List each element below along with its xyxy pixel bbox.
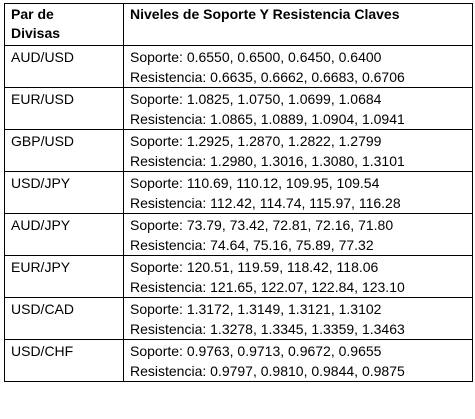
pair-cell: USD/JPY [4, 171, 124, 214]
resistance-levels: Resistencia: 1.0865, 1.0889, 1.0904, 1.0… [130, 110, 405, 127]
header-currency-pair: Par de Divisas [4, 3, 124, 46]
support-levels: Soporte: 1.0825, 1.0750, 1.0699, 1.0684 [130, 91, 382, 107]
resistance-levels: Resistencia: 1.3278, 1.3345, 1.3359, 1.3… [130, 320, 405, 337]
header-pair-line1: Par de [11, 6, 54, 22]
levels-cell: Soporte: 1.0825, 1.0750, 1.0699, 1.0684 … [123, 87, 473, 130]
resistance-levels: Resistencia: 0.9797, 0.9810, 0.9844, 0.9… [130, 362, 405, 379]
support-levels: Soporte: 1.3172, 1.3149, 1.3121, 1.3102 [130, 301, 382, 317]
pair-cell: USD/CAD [4, 297, 124, 340]
header-pair-line2: Divisas [11, 25, 61, 41]
pair-cell: GBP/USD [4, 129, 124, 172]
support-levels: Soporte: 73.79, 73.42, 72.81, 72.16, 71.… [130, 217, 394, 233]
levels-table-container: Par de Divisas Niveles de Soporte Y Resi… [4, 3, 473, 382]
support-levels: Soporte: 110.69, 110.12, 109.95, 109.54 [130, 175, 380, 191]
levels-cell: Soporte: 0.9763, 0.9713, 0.9672, 0.9655 … [123, 339, 473, 382]
table-row: AUD/JPY Soporte: 73.79, 73.42, 72.81, 72… [4, 213, 473, 256]
levels-cell: Soporte: 120.51, 119.59, 118.42, 118.06 … [123, 255, 473, 298]
support-levels: Soporte: 120.51, 119.59, 118.42, 118.06 [130, 259, 379, 275]
support-levels: Soporte: 1.2925, 1.2870, 1.2822, 1.2799 [130, 133, 382, 149]
table-row: AUD/USD Soporte: 0.6550, 0.6500, 0.6450,… [4, 45, 473, 88]
resistance-levels: Resistencia: 74.64, 75.16, 75.89, 77.32 [130, 236, 374, 253]
table-row: EUR/JPY Soporte: 120.51, 119.59, 118.42,… [4, 255, 473, 298]
support-resistance-table: Par de Divisas Niveles de Soporte Y Resi… [4, 3, 473, 382]
levels-cell: Soporte: 1.2925, 1.2870, 1.2822, 1.2799 … [123, 129, 473, 172]
pair-cell: AUD/JPY [4, 213, 124, 256]
pair-cell: EUR/JPY [4, 255, 124, 298]
table-row: GBP/USD Soporte: 1.2925, 1.2870, 1.2822,… [4, 129, 473, 172]
resistance-levels: Resistencia: 0.6635, 0.6662, 0.6683, 0.6… [130, 68, 405, 85]
support-levels: Soporte: 0.6550, 0.6500, 0.6450, 0.6400 [130, 49, 382, 65]
levels-cell: Soporte: 0.6550, 0.6500, 0.6450, 0.6400 … [123, 45, 473, 88]
support-levels: Soporte: 0.9763, 0.9713, 0.9672, 0.9655 [130, 343, 382, 359]
resistance-levels: Resistencia: 121.65, 122.07, 122.84, 123… [130, 278, 405, 295]
resistance-levels: Resistencia: 1.2980, 1.3016, 1.3080, 1.3… [130, 152, 405, 169]
pair-cell: AUD/USD [4, 45, 124, 88]
header-row: Par de Divisas Niveles de Soporte Y Resi… [4, 3, 473, 46]
levels-cell: Soporte: 110.69, 110.12, 109.95, 109.54 … [123, 171, 473, 214]
header-levels: Niveles de Soporte Y Resistencia Claves [123, 3, 473, 46]
levels-cell: Soporte: 1.3172, 1.3149, 1.3121, 1.3102 … [123, 297, 473, 340]
resistance-levels: Resistencia: 112.42, 114.74, 115.97, 116… [130, 194, 401, 211]
pair-cell: USD/CHF [4, 339, 124, 382]
pair-cell: EUR/USD [4, 87, 124, 130]
levels-cell: Soporte: 73.79, 73.42, 72.81, 72.16, 71.… [123, 213, 473, 256]
table-row: USD/CHF Soporte: 0.9763, 0.9713, 0.9672,… [4, 339, 473, 382]
table-row: EUR/USD Soporte: 1.0825, 1.0750, 1.0699,… [4, 87, 473, 130]
table-row: USD/CAD Soporte: 1.3172, 1.3149, 1.3121,… [4, 297, 473, 340]
table-row: USD/JPY Soporte: 110.69, 110.12, 109.95,… [4, 171, 473, 214]
